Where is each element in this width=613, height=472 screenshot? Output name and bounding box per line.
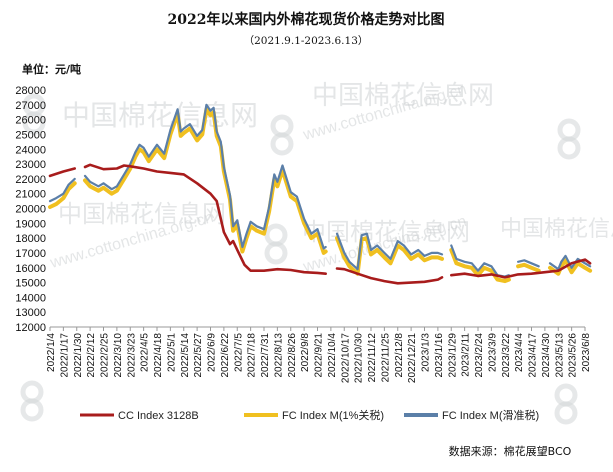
x-tick-label: 2022/2/12	[86, 333, 97, 378]
series-line-0	[48, 163, 592, 285]
x-tick-label: 2023/3/9	[487, 333, 498, 372]
x-tick-label: 2022/3/10	[113, 333, 124, 378]
y-tick-label: 13000	[15, 307, 46, 319]
watermark-brand-4: 中国棉花信息网	[302, 218, 470, 246]
x-tick-label: 2022/10/4	[327, 333, 338, 378]
y-tick-label: 25000	[15, 129, 46, 141]
y-tick-label: 23000	[15, 159, 46, 171]
x-tick-label: 2022/10/30	[354, 333, 365, 383]
y-axis-unit-label: 单位：元/吨	[22, 62, 81, 76]
x-tick-label: 2023/2/11	[461, 333, 472, 377]
chart-subtitle: （2021.9.1-2023.6.13）	[244, 35, 369, 47]
x-tick-label: 2023/1/3	[421, 333, 432, 372]
x-tick-label: 2022/1/4	[46, 333, 57, 372]
x-tick-label: 2022/8/13	[273, 333, 284, 378]
watermark-logo-icon	[264, 223, 288, 265]
legend-label-cc-index: CC Index 3128B	[118, 410, 199, 422]
y-tick-label: 16000	[15, 263, 46, 275]
y-tick-label: 17000	[15, 248, 46, 260]
x-tick-label: 2022/1/17	[59, 333, 70, 378]
x-tick-label: 2022/6/22	[220, 333, 231, 378]
watermark-brand-5: 中国棉花信息网	[500, 217, 613, 242]
y-tick-label: 18000	[15, 233, 46, 245]
x-tick-label: 2023/4/17	[528, 333, 539, 378]
x-tick-label: 2022/11/12	[367, 333, 378, 383]
series-layer	[48, 103, 593, 285]
series-line-2	[48, 103, 592, 278]
svg-text:中国棉花信息网: 中国棉花信息网	[62, 99, 258, 132]
watermark-brand-1: 中国棉花信息网	[62, 99, 258, 132]
x-tick-label: 2022/11/25	[380, 333, 391, 383]
y-tick-label: 12000	[15, 322, 46, 334]
x-tick-label: 2022/12/8	[394, 333, 405, 378]
x-tick-label: 2022/5/1	[166, 333, 177, 372]
legend-item-cc-index: CC Index 3128B	[80, 410, 199, 422]
y-axis-ticks: 12000 13000 14000 15000 16000 17000 18000 19000…	[15, 85, 46, 334]
x-tick-label: 2022/7/31	[260, 333, 271, 378]
x-tick-label: 2022/5/14	[180, 333, 191, 378]
x-tick-label: 2022/9/8	[300, 333, 311, 372]
watermark-logo-icon	[554, 383, 578, 425]
watermark-brand-2: 中国棉花信息网	[312, 81, 494, 111]
x-tick-label: 2022/12/21	[407, 333, 418, 383]
x-tick-label: 2023/5/13	[554, 333, 565, 378]
legend-label-fc-index-sliding: FC Index M(滑准税)	[442, 408, 539, 422]
y-tick-label: 14000	[15, 292, 46, 304]
watermark-logo-icon	[270, 114, 294, 156]
x-tick-label: 2022/7/5	[233, 333, 244, 372]
x-tick-label: 2023/6/8	[581, 333, 592, 372]
x-tick-label: 2022/4/5	[140, 333, 151, 372]
legend-label-fc-index-1pct: FC Index M(1%关税)	[282, 408, 384, 422]
x-tick-label: 2022/6/9	[207, 333, 218, 372]
y-tick-label: 24000	[15, 144, 46, 156]
x-tick-label: 2023/4/4	[514, 333, 525, 372]
y-tick-label: 20000	[15, 204, 46, 216]
series-line-1	[48, 107, 593, 284]
x-tick-label: 2023/3/22	[501, 333, 512, 378]
watermark-logo-icon	[22, 93, 46, 135]
legend-item-fc-index-sliding: FC Index M(滑准税)	[404, 408, 539, 422]
x-tick-label: 2023/1/16	[434, 333, 445, 378]
y-tick-label: 28000	[15, 85, 46, 97]
x-tick-label: 2023/4/30	[541, 333, 552, 378]
y-tick-label: 21000	[15, 189, 46, 201]
x-tick-label: 2022/8/26	[287, 333, 298, 378]
x-tick-label: 2023/2/24	[474, 333, 485, 378]
watermark-logo-icon	[557, 118, 581, 160]
x-tick-label: 2022/10/17	[340, 333, 351, 383]
x-tick-label: 2022/9/21	[314, 333, 325, 378]
y-tick-label: 19000	[15, 218, 46, 230]
y-tick-label: 15000	[15, 278, 46, 290]
x-tick-label: 2022/1/30	[73, 333, 84, 378]
x-tick-label: 2023/5/26	[568, 333, 579, 378]
y-tick-label: 27000	[15, 100, 46, 112]
x-tick-label: 2023/1/29	[447, 333, 458, 378]
x-tick-label: 2022/4/18	[153, 333, 164, 378]
watermark-logo-icon	[20, 380, 44, 422]
chart-title: 2022年以来国内外棉花现货价格走势对比图	[168, 11, 445, 28]
y-tick-label: 26000	[15, 115, 46, 127]
legend: CC Index 3128B FC Index M(1%关税) FC Index…	[80, 408, 539, 422]
x-tick-label: 2022/7/18	[247, 333, 258, 378]
watermark-brand-3: 中国棉花信息网	[58, 200, 226, 228]
data-source-note: 数据来源：棉花展望BCO	[449, 444, 572, 458]
x-tick-label: 2022/3/23	[126, 333, 137, 378]
legend-item-fc-index-1pct: FC Index M(1%关税)	[244, 408, 384, 422]
x-tick-label: 2022/5/27	[193, 333, 204, 378]
x-tick-label: 2022/2/25	[100, 333, 111, 378]
y-tick-label: 22000	[15, 174, 46, 186]
x-axis-ticks: 2022/1/4 2022/1/17 2022/1/30 2022/2/12 2022/…	[46, 327, 592, 383]
